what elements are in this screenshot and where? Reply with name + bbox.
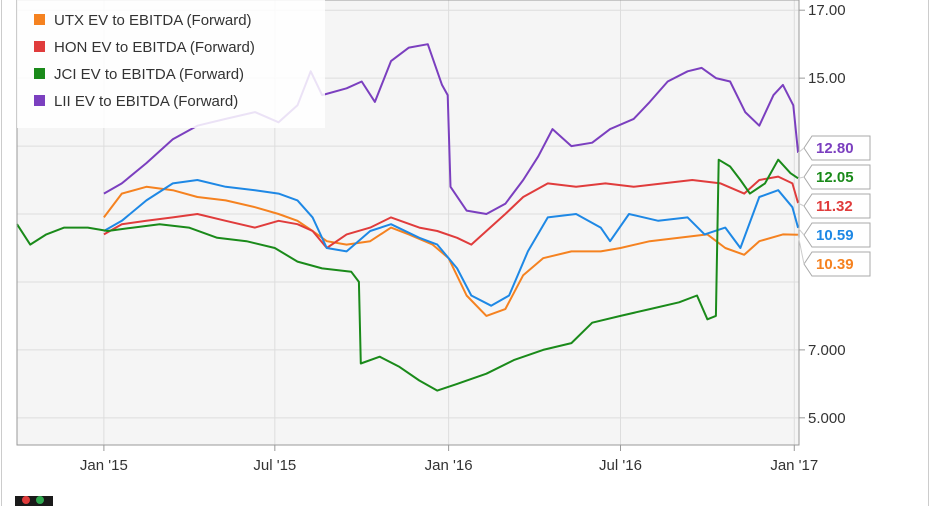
series-line [16,158,799,392]
plot-border [16,0,800,446]
end-label-box [803,193,871,219]
end-label-connector [797,227,805,236]
legend-background [17,0,325,128]
legend-swatch [34,14,45,25]
end-label-value: 12.05 [816,169,854,186]
end-label-box [803,164,871,190]
y-tick-label: 7.000 [808,342,846,359]
legend-swatch [34,68,45,79]
legend-label: HON EV to EBITDA (Forward) [54,39,255,56]
end-label-connector [797,147,805,154]
x-tick-label: Jan '16 [425,457,473,474]
end-label-value: 10.59 [816,227,854,244]
x-tick-label: Jul '15 [253,457,296,474]
y-tick-label: 15.00 [808,70,846,87]
y-axis-ticks: 5.000 7.000 15.00 17.00 [799,2,846,427]
legend-label: JCI EV to EBITDA (Forward) [54,66,244,83]
end-label-box [803,135,871,161]
series-line [103,175,800,249]
x-tick-label: Jan '17 [770,457,818,474]
outer-left-edge [1,0,2,506]
x-tick-label: Jul '16 [599,457,642,474]
end-label-box [803,251,871,277]
legend-swatch [34,95,45,106]
legend: UTX EV to EBITDA (Forward) HON EV to EBIT… [17,0,325,128]
legend-label: UTX EV to EBITDA (Forward) [54,12,252,29]
end-label-connector [797,202,805,207]
outer-right-edge [928,0,929,506]
x-tick-label: Jan '15 [80,457,128,474]
series-lines [16,43,800,392]
series-line [103,179,800,307]
y-tick-label: 5.000 [808,410,846,427]
y-tick-label: 17.00 [808,2,846,19]
end-label-value: 12.80 [816,140,854,157]
end-labels: 12.80 12.05 11.32 10.59 10.39 [797,135,871,277]
x-axis-ticks: Jan '15 Jul '15 Jan '16 Jul '16 Jan '17 [80,445,818,474]
end-label-box [803,222,871,248]
end-label-connector [797,176,805,179]
end-label-value: 11.32 [816,198,853,215]
legend-label: LII EV to EBITDA (Forward) [54,93,238,110]
legend-swatch [34,41,45,52]
end-label-connector [797,234,805,265]
brand-logo [15,496,53,506]
end-label-value: 10.39 [816,256,854,273]
